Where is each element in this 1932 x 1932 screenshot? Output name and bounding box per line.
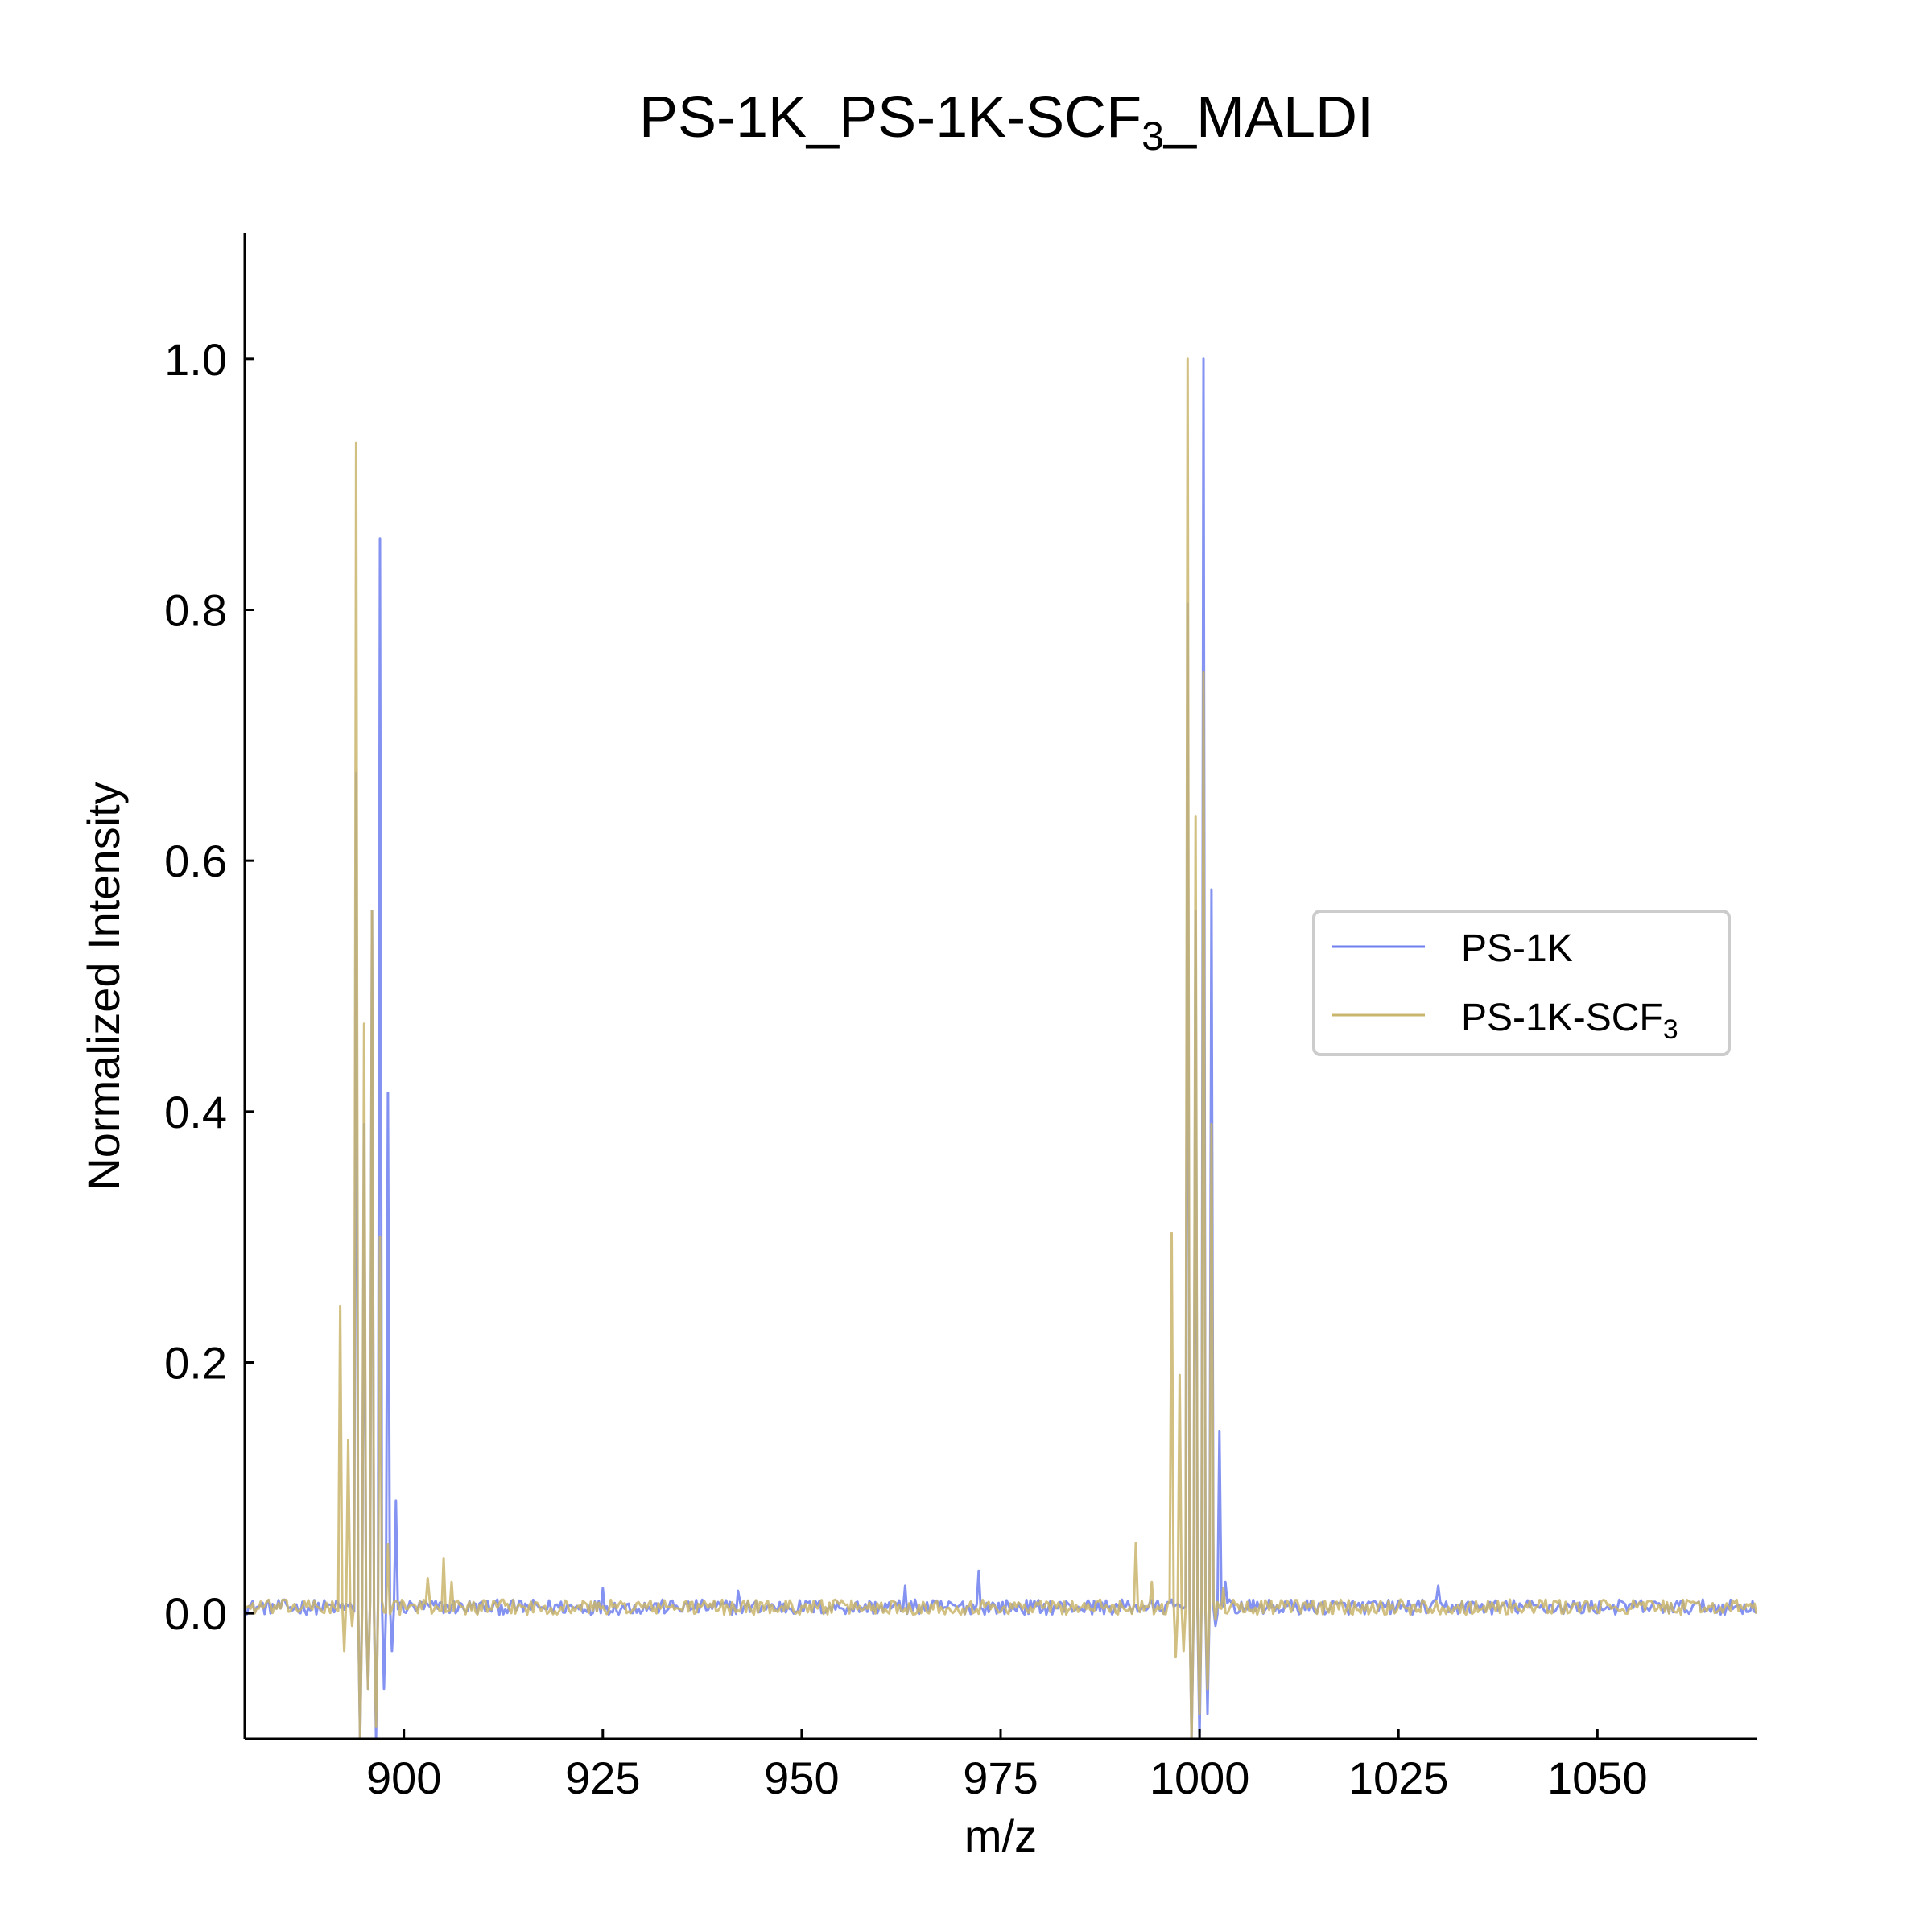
x-tick-label: 925: [565, 1752, 640, 1803]
legend-label-ps-1k-scf3: PS-1K-SCF3: [1461, 997, 1678, 1045]
x-tick-label: 1000: [1150, 1752, 1250, 1803]
y-tick-label: 0.0: [164, 1588, 227, 1639]
y-tick-label: 0.4: [164, 1087, 227, 1137]
x-tick-label: 1050: [1547, 1752, 1648, 1803]
x-axis-label: m/z: [964, 1810, 1037, 1861]
y-axis-label: Normalized Intensity: [78, 782, 129, 1190]
x-tick-label: 900: [366, 1752, 441, 1803]
x-tick-label: 1025: [1348, 1752, 1449, 1803]
plot-area: [245, 357, 1757, 1739]
y-tick-label: 1.0: [164, 334, 227, 385]
y-tick-label: 0.8: [164, 585, 227, 636]
legend-label-ps-1k: PS-1K: [1461, 927, 1573, 970]
legend: PS-1K PS-1K-SCF3: [1312, 910, 1731, 1056]
x-tick-label: 950: [764, 1752, 839, 1803]
x-tick-label: 975: [963, 1752, 1038, 1803]
axes: 900 925 950 975 1000 1025 1050 0.0 0.2 0.4 0.6 0.8 1…: [164, 233, 1757, 1803]
series-line-ps-1k-scf3: [245, 357, 1757, 1739]
y-tick-label: 0.2: [164, 1338, 227, 1389]
y-tick-label: 0.6: [164, 836, 227, 886]
chart-title: PS-1K_PS-1K-SCF3_MALDI: [639, 85, 1373, 159]
